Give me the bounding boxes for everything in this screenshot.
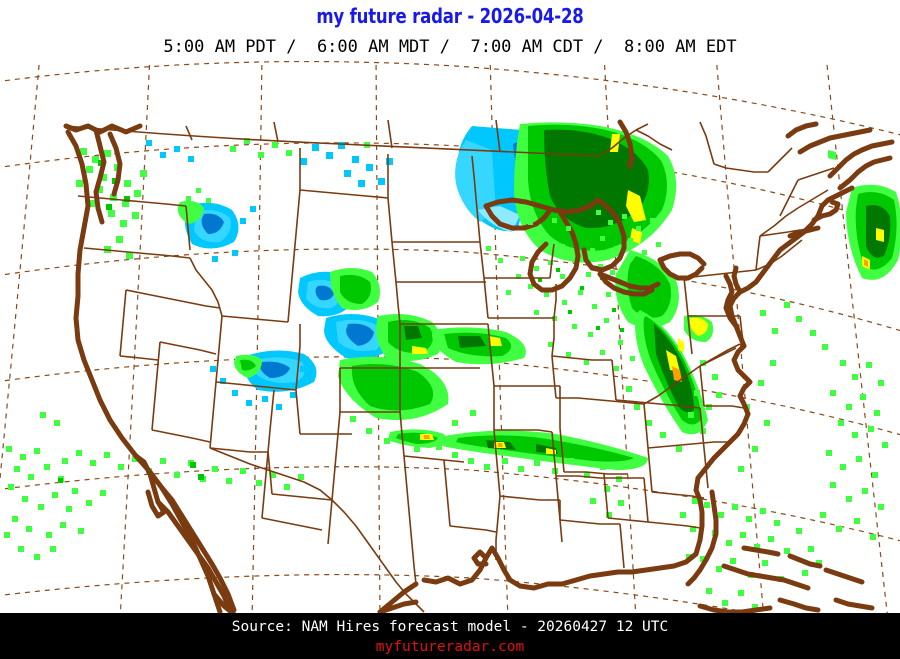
source-text: Source: NAM Hires forecast model - 20260… (231, 619, 669, 635)
precip-pacific-offshore (4, 412, 304, 560)
timezone-strip: 5:00 AM PDT / 6:00 AM MDT / 7:00 AM CDT … (163, 37, 737, 57)
site-link[interactable]: myfutureradar.com (375, 639, 525, 655)
map-canvas (0, 60, 900, 613)
political-borders (65, 119, 835, 613)
precip-dakotas (300, 142, 393, 187)
precip-maritimes (828, 150, 900, 280)
page-title: my future radar - 2026-04-28 (316, 4, 584, 28)
precip-atlantic-offshore (738, 302, 888, 540)
precip-overlay-stipple (528, 210, 661, 255)
coastlines (63, 119, 895, 613)
precip-gulf-coast (388, 429, 648, 518)
radar-map[interactable] (0, 60, 900, 613)
precip-appalachian (626, 310, 722, 452)
precip-colorado (210, 268, 526, 452)
precip-pacific-northwest (76, 140, 194, 259)
precip-northern-rockies (177, 188, 256, 262)
footer-bar: Source: NAM Hires forecast model - 20260… (0, 613, 900, 659)
precip-baja-green (58, 462, 204, 483)
